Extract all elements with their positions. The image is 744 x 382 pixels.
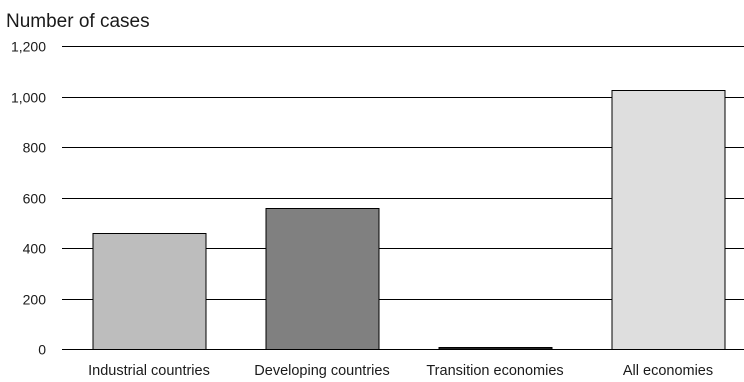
y-axis-title: Number of cases [6,11,150,32]
bar-all-economies [611,90,726,350]
y-tick-label: 1,200 [11,39,46,55]
bar-industrial-countries [92,233,207,350]
category-label: Developing countries [254,363,389,379]
bar-transition-economies [438,347,553,350]
y-tick-label: 600 [23,191,47,207]
category-label: Industrial countries [88,363,210,379]
y-tick-label: 800 [23,140,47,156]
bars [92,90,726,350]
category-labels: Industrial countries Developing countries… [88,363,713,379]
y-tick-label: 0 [38,342,46,358]
category-label: All economies [623,363,713,379]
category-label: Transition economies [426,363,563,379]
y-tick-labels: 0 200 400 600 800 1,000 1,200 [11,39,46,358]
y-tick-label: 400 [23,241,47,257]
y-tick-label: 1,000 [11,90,46,106]
y-tick-label: 200 [23,292,47,308]
bar-developing-countries [265,208,380,350]
